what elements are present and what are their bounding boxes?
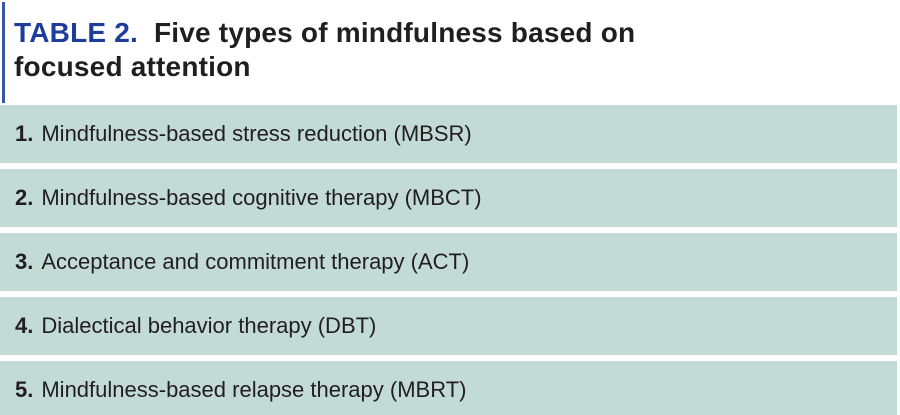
row-number: 5.: [15, 377, 34, 402]
row-number: 2.: [15, 185, 34, 210]
row-number: 1.: [15, 121, 34, 146]
left-blue-rule: [2, 2, 5, 103]
table-title-text: Five types of mindfulness based on: [153, 17, 636, 48]
table-title: TABLE 2. Five types of mindfulness based …: [14, 16, 880, 84]
row-number: 4.: [15, 313, 34, 338]
row-text: Mindfulness-based cognitive therapy (MBC…: [41, 185, 482, 210]
table-header: TABLE 2. Five types of mindfulness based …: [0, 0, 900, 105]
table-row: 4. Dialectical behavior therapy (DBT): [0, 297, 897, 355]
table-row: 5. Mindfulness-based relapse therapy (MB…: [0, 361, 897, 415]
table-title-line1: TABLE 2. Five types of mindfulness based …: [14, 16, 880, 50]
table-row: 3. Acceptance and commitment therapy (AC…: [0, 233, 897, 291]
table-title-line2: focused attention: [14, 51, 251, 82]
table-row: 2. Mindfulness-based cognitive therapy (…: [0, 169, 897, 227]
table-number-label: TABLE 2.: [14, 17, 138, 48]
row-text: Mindfulness-based stress reduction (MBSR…: [41, 121, 472, 146]
row-text: Acceptance and commitment therapy (ACT): [41, 249, 470, 274]
table-rows: 1. Mindfulness-based stress reduction (M…: [0, 105, 897, 415]
row-text: Dialectical behavior therapy (DBT): [41, 313, 377, 338]
row-text: Mindfulness-based relapse therapy (MBRT): [41, 377, 467, 402]
row-number: 3.: [15, 249, 34, 274]
table-row: 1. Mindfulness-based stress reduction (M…: [0, 105, 897, 163]
